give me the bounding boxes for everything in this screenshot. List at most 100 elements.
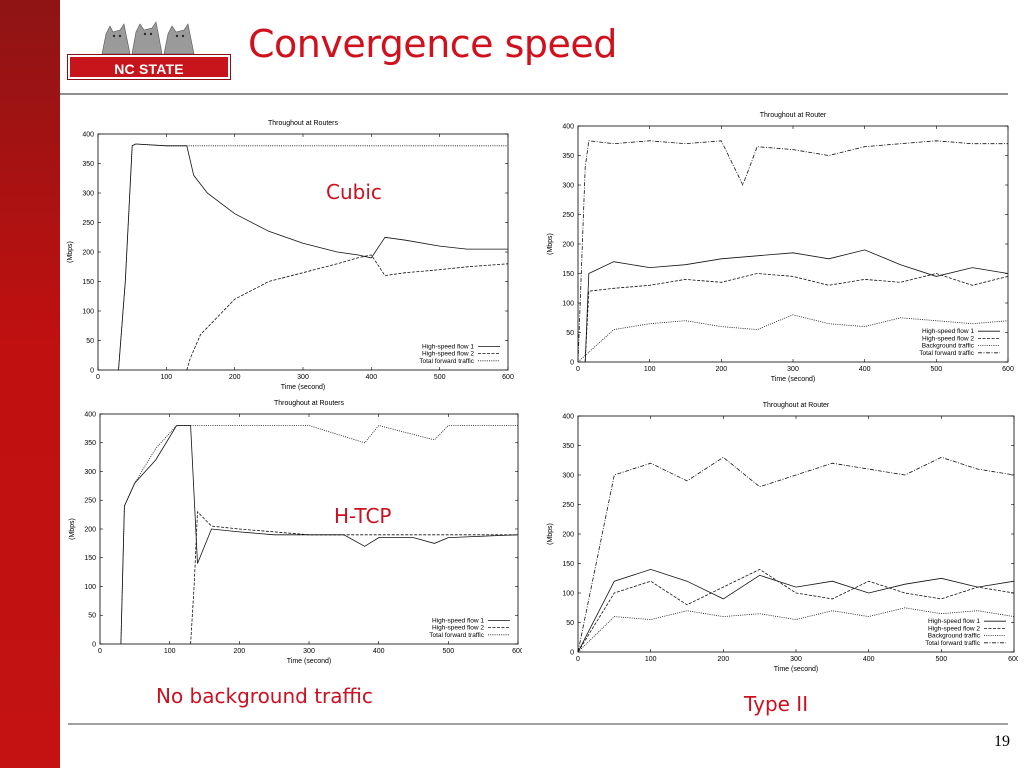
y-tick-label: 250 [82, 220, 94, 227]
y-tick-label: 300 [562, 472, 574, 479]
chart-title: Throughout at Routers [274, 400, 345, 407]
x-tick-label: 200 [229, 374, 241, 381]
y-tick-label: 250 [562, 502, 574, 509]
x-axis-label: Time (second) [287, 658, 331, 665]
chart-svg: Throughout at Routers 0 50 100 150 200 250 300 3… [69, 400, 522, 665]
legend-label: High-speed flow 1 [922, 328, 974, 335]
chart-htcp-no-background: Throughout at Routers 0 50 100 150 200 250 300 3… [60, 396, 522, 668]
x-tick-label: 300 [787, 366, 799, 373]
chart-svg: Throughout at Router 0 50 100 150 200 250 300 35… [547, 112, 1014, 383]
legend-label: High-speed flow 2 [422, 351, 474, 358]
x-tick-label: 500 [930, 366, 942, 373]
y-tick-label: 50 [86, 338, 94, 345]
x-tick-label: 400 [859, 366, 871, 373]
legend-label: High-speed flow 1 [422, 343, 474, 350]
x-axis-label: Time (second) [281, 384, 325, 391]
x-tick-label: 100 [164, 648, 176, 655]
series-line [118, 143, 508, 371]
x-axis-label: Time (second) [771, 376, 815, 383]
footer-divider [68, 723, 1008, 725]
x-tick-label: 500 [434, 374, 446, 381]
legend-label: Total forward traffic [419, 358, 475, 365]
x-tick-label: 200 [715, 366, 727, 373]
y-tick-label: 150 [84, 555, 96, 562]
x-tick-label: 500 [442, 648, 454, 655]
chart-svg: Throughout at Router 0 50 100 150 200 250 300 35… [547, 402, 1018, 673]
legend-label: High-speed flow 1 [928, 618, 980, 625]
y-tick-label: 250 [562, 212, 574, 219]
series-line [190, 510, 518, 645]
y-tick-label: 150 [562, 271, 574, 278]
y-tick-label: 350 [84, 440, 96, 447]
y-tick-label: 100 [562, 590, 574, 597]
y-tick-label: 150 [562, 561, 574, 568]
legend-label: Total forward traffic [919, 350, 975, 357]
chart-title: Throughout at Router [760, 112, 827, 119]
y-axis-label: (Mbps) [547, 233, 554, 255]
x-tick-label: 400 [373, 648, 385, 655]
y-tick-label: 50 [566, 620, 574, 627]
university-logo: NC STATE UNIVERSITY [67, 20, 232, 101]
plot-frame [577, 125, 1009, 363]
caption-no-background-traffic: No background traffic [156, 684, 373, 708]
y-tick-label: 100 [84, 584, 96, 591]
y-tick-label: 100 [562, 300, 574, 307]
x-tick-label: 200 [233, 648, 245, 655]
y-tick-label: 350 [562, 443, 574, 450]
y-tick-label: 400 [562, 123, 574, 130]
series-line [577, 568, 1015, 653]
chart-title: Throughout at Routers [268, 120, 339, 127]
y-tick-label: 150 [82, 279, 94, 286]
y-tick-label: 0 [92, 641, 96, 648]
y-tick-label: 350 [562, 153, 574, 160]
x-tick-label: 300 [303, 648, 315, 655]
legend-label: High-speed flow 1 [432, 617, 484, 624]
y-tick-label: 0 [570, 359, 574, 366]
x-tick-label: 0 [576, 656, 580, 663]
series-line [186, 254, 509, 371]
x-tick-label: 600 [512, 648, 522, 655]
y-tick-label: 0 [90, 367, 94, 374]
x-tick-label: 300 [297, 374, 309, 381]
series-line [120, 425, 518, 645]
series-line [577, 140, 1008, 363]
x-tick-label: 100 [160, 374, 172, 381]
x-tick-label: 400 [863, 656, 875, 663]
legend-label: High-speed flow 2 [928, 625, 980, 632]
plot-frame [577, 415, 1015, 653]
legend-label: High-speed flow 2 [922, 335, 974, 342]
title-divider [60, 93, 1008, 95]
series-line [577, 568, 1015, 653]
y-axis-label: (Mbps) [69, 518, 76, 540]
x-tick-label: 300 [790, 656, 802, 663]
legend-label: Background traffic [922, 343, 975, 350]
x-axis-label: Time (second) [774, 666, 818, 673]
x-tick-label: 100 [645, 656, 657, 663]
chart-svg: Throughout at Routers 0 50 100 150 200 250 300 3… [67, 120, 514, 391]
x-tick-label: 400 [365, 374, 377, 381]
y-axis-label: (Mbps) [547, 523, 554, 545]
y-tick-label: 400 [82, 131, 94, 138]
legend-label: Total forward traffic [925, 640, 981, 647]
chart-htcp-type-ii: Throughout at Router 0 50 100 150 200 250 300 35… [538, 396, 1018, 678]
y-tick-label: 400 [84, 411, 96, 418]
y-axis-label: (Mbps) [67, 241, 74, 263]
legend-label: Total forward traffic [429, 632, 485, 639]
y-tick-label: 200 [82, 249, 94, 256]
series-line [584, 273, 1009, 363]
x-tick-label: 0 [98, 648, 102, 655]
caption-type-ii: Type II [744, 692, 809, 716]
wolf-mascot-icon [101, 21, 195, 54]
panel-label-cubic: Cubic [326, 180, 382, 204]
series-line [120, 425, 519, 645]
y-tick-label: 200 [84, 526, 96, 533]
y-tick-label: 0 [570, 649, 574, 656]
y-tick-label: 200 [562, 241, 574, 248]
y-tick-label: 250 [84, 498, 96, 505]
chart-title: Throughout at Router [763, 402, 830, 409]
series-line [584, 249, 1009, 363]
slide-title: Convergence speed [248, 22, 617, 66]
x-tick-label: 500 [935, 656, 947, 663]
legend-label: High-speed flow 2 [432, 625, 484, 632]
x-tick-label: 0 [96, 374, 100, 381]
